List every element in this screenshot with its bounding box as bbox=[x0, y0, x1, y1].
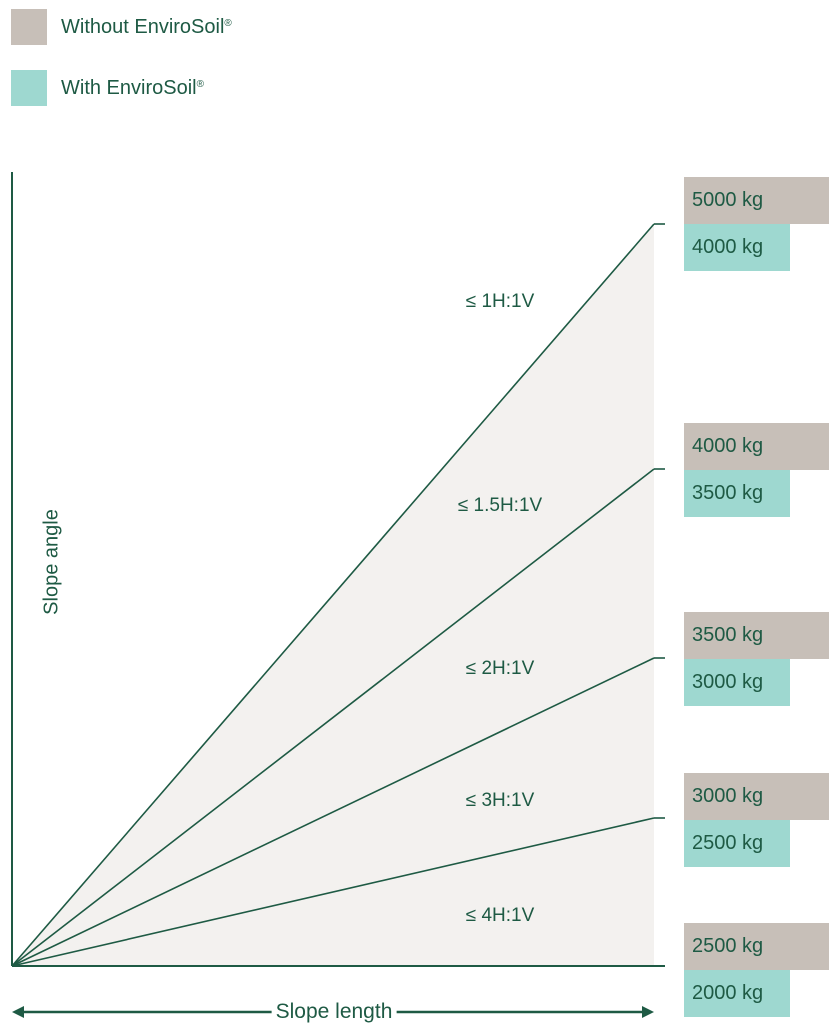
value-without-4: 3000 kg bbox=[684, 773, 829, 820]
value-with-2: 3500 kg bbox=[684, 470, 790, 517]
value-without-3: 3500 kg bbox=[684, 612, 829, 659]
arrow-right-head bbox=[642, 1006, 654, 1018]
arrow-left-head bbox=[12, 1006, 24, 1018]
value-without-5: 2500 kg bbox=[684, 923, 829, 970]
slope-line-4 bbox=[11, 817, 655, 967]
y-axis-label: Slope angle bbox=[40, 509, 63, 615]
value-without-2: 4000 kg bbox=[684, 423, 829, 470]
value-with-5: 2000 kg bbox=[684, 970, 790, 1017]
slope-label-2: ≤ 1.5H:1V bbox=[457, 495, 543, 516]
legend-item-with: With EnviroSoil® bbox=[11, 70, 204, 106]
legend-swatch-without bbox=[11, 9, 47, 45]
slope-label-3: ≤ 2H:1V bbox=[465, 658, 535, 679]
value-with-1: 4000 kg bbox=[684, 224, 790, 271]
value-with-3: 3000 kg bbox=[684, 659, 790, 706]
slope-label-5: ≤ 4H:1V bbox=[465, 905, 535, 926]
legend-label-without: Without EnviroSoil® bbox=[61, 15, 232, 38]
legend-swatch-with bbox=[11, 70, 47, 106]
slope-label-1: ≤ 1H:1V bbox=[465, 291, 535, 312]
slope-line-1 bbox=[11, 223, 655, 967]
x-axis-label: Slope length bbox=[271, 1000, 397, 1024]
slope-label-4: ≤ 3H:1V bbox=[465, 790, 535, 811]
legend-item-without: Without EnviroSoil® bbox=[11, 9, 232, 45]
legend-label-with: With EnviroSoil® bbox=[61, 76, 204, 99]
slope-line-3 bbox=[11, 657, 655, 967]
value-with-4: 2500 kg bbox=[684, 820, 790, 867]
value-without-1: 5000 kg bbox=[684, 177, 829, 224]
slope-line-2 bbox=[11, 468, 655, 967]
